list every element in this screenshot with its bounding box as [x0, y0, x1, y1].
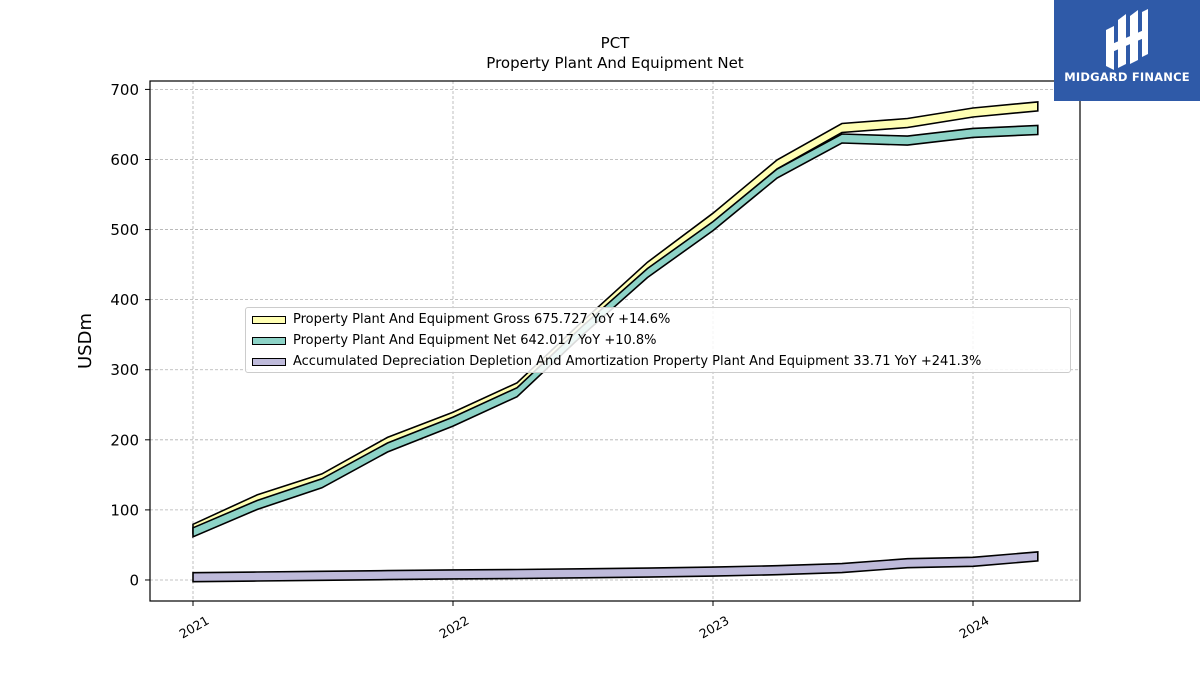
y-tick-label: 200: [110, 431, 139, 449]
y-tick-label: 500: [110, 221, 139, 239]
y-axis-label: USDm: [75, 313, 96, 369]
y-tick-label: 0: [129, 571, 139, 589]
logo-mark-icon: [1106, 9, 1148, 70]
chart-subtitle: Property Plant And Equipment Net: [486, 54, 743, 72]
series-band-2: [192, 551, 1039, 583]
plot-frame: [149, 80, 1081, 602]
legend-item-net: Property Plant And Equipment Net 642.017…: [246, 333, 1070, 354]
y-tick-label: 400: [110, 291, 139, 309]
y-tick-label: 300: [110, 361, 139, 379]
legend-swatch-net: [252, 337, 286, 345]
legend-label-gross: Property Plant And Equipment Gross 675.7…: [293, 312, 671, 327]
series-layer: [192, 101, 1039, 583]
chart-title: PCT: [601, 34, 631, 52]
legend-label-net: Property Plant And Equipment Net 642.017…: [293, 333, 657, 348]
y-tick-label: 700: [110, 81, 139, 99]
x-tick-label: 2022: [436, 613, 471, 642]
series-band-1: [192, 124, 1039, 539]
legend-swatch-gross: [252, 316, 286, 324]
y-tick-label: 100: [110, 501, 139, 519]
y-tick-label: 600: [110, 151, 139, 169]
x-tick-label: 2021: [176, 613, 211, 642]
legend-item-depreciation: Accumulated Depreciation Depletion And A…: [246, 354, 1070, 375]
legend-item-gross: Property Plant And Equipment Gross 675.7…: [246, 312, 1070, 333]
logo-name: MIDGARD FINANCE: [1064, 70, 1190, 84]
legend: Property Plant And Equipment Gross 675.7…: [245, 307, 1071, 373]
x-tick-label: 2024: [956, 613, 991, 642]
brand-logo: MIDGARD FINANCE: [1054, 0, 1200, 101]
legend-label-depreciation: Accumulated Depreciation Depletion And A…: [293, 354, 982, 369]
legend-swatch-depreciation: [252, 358, 286, 366]
x-tick-label: 2023: [696, 613, 731, 642]
